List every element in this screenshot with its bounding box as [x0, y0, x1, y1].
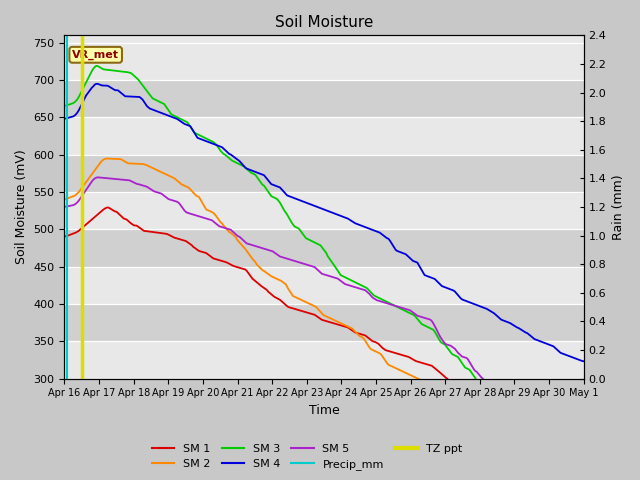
- Y-axis label: Rain (mm): Rain (mm): [612, 174, 625, 240]
- Bar: [65, 304, 584, 341]
- Title: Soil Moisture: Soil Moisture: [275, 15, 373, 30]
- X-axis label: Time: Time: [308, 404, 339, 417]
- Legend: SM 1, SM 2, SM 3, SM 4, SM 5, Precip_mm, TZ ppt: SM 1, SM 2, SM 3, SM 4, SM 5, Precip_mm,…: [148, 439, 467, 474]
- Y-axis label: Soil Moisture (mV): Soil Moisture (mV): [15, 150, 28, 264]
- Bar: [65, 155, 584, 192]
- Bar: [65, 80, 584, 118]
- Bar: [65, 229, 584, 267]
- Text: VR_met: VR_met: [72, 49, 119, 60]
